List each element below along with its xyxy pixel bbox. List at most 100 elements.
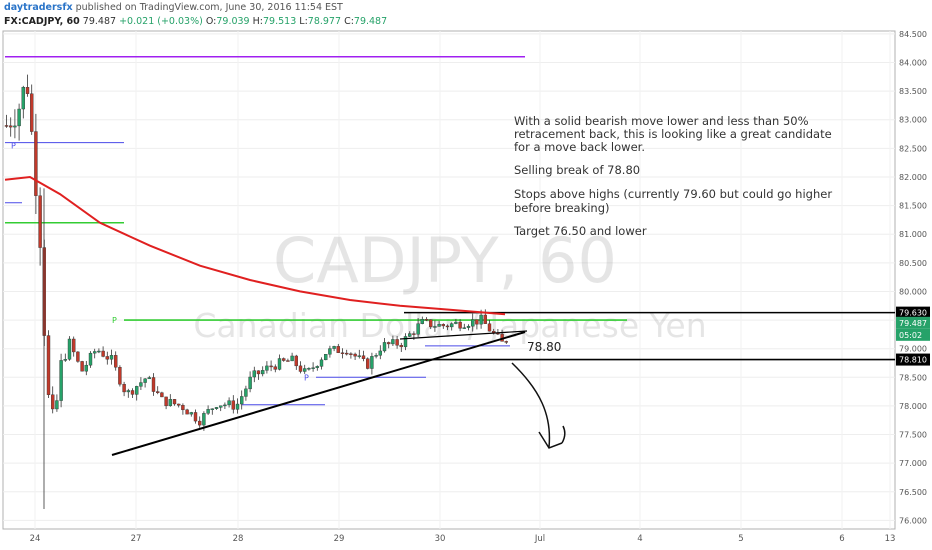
price-label-break: 78.810 bbox=[899, 356, 927, 365]
symbol-label[interactable]: FX:CADJPY, 60 bbox=[4, 16, 80, 27]
price-label-last: 79.487 bbox=[899, 319, 927, 328]
x-tick-label: 27 bbox=[131, 534, 142, 544]
annotation-line-10: Target 76.50 and lower bbox=[513, 224, 647, 238]
price-label-stop: 79.630 bbox=[899, 309, 927, 318]
y-tick-label: 77.500 bbox=[899, 431, 927, 440]
candle-body bbox=[80, 361, 84, 372]
publish-text: published on TradingView.com, June 30, 2… bbox=[75, 2, 343, 13]
candle-body bbox=[294, 355, 298, 367]
candle-body bbox=[445, 325, 450, 328]
watermark-symbol: CADJPY, 60 bbox=[273, 224, 617, 297]
x-tick-label: 30 bbox=[435, 534, 446, 544]
candle-body bbox=[349, 353, 353, 355]
candle-body bbox=[214, 407, 219, 409]
candle-body bbox=[88, 352, 93, 366]
candle-body bbox=[181, 405, 185, 411]
pivot-blue-3-label: P bbox=[304, 373, 309, 382]
candle-body bbox=[126, 390, 131, 393]
candle-body bbox=[193, 412, 198, 422]
candle-body bbox=[319, 359, 324, 367]
candle-body bbox=[416, 323, 420, 335]
candle-body bbox=[248, 376, 252, 390]
y-tick-label: 83.500 bbox=[899, 87, 927, 96]
candle-body bbox=[130, 390, 135, 395]
candle-body bbox=[462, 327, 466, 329]
candle-body bbox=[361, 355, 366, 359]
price-label-last-bg bbox=[896, 316, 930, 329]
candle-body bbox=[210, 408, 215, 410]
annotation-text: With a solid bearish move lower and less… bbox=[513, 114, 832, 238]
candle-body bbox=[483, 314, 487, 324]
price-change: +0.021 (+0.03%) bbox=[119, 16, 203, 27]
candle-body bbox=[256, 370, 261, 375]
y-tick-label: 79.000 bbox=[899, 345, 927, 354]
candle-body bbox=[475, 319, 479, 325]
pivot-levels: P P P bbox=[5, 55, 895, 406]
candle-body bbox=[357, 355, 361, 357]
y-tick-label: 82.000 bbox=[899, 173, 927, 182]
moving-average-line bbox=[4, 175, 506, 316]
author-link[interactable]: daytradersfx bbox=[4, 2, 73, 13]
candle-body bbox=[395, 339, 399, 346]
y-tick-label: 77.000 bbox=[899, 459, 927, 468]
publish-info: daytradersfx published on TradingView.co… bbox=[4, 2, 343, 13]
candle-body bbox=[424, 319, 429, 321]
candles bbox=[4, 74, 508, 509]
candle-body bbox=[378, 350, 382, 356]
candle-body bbox=[92, 351, 97, 354]
candle-body bbox=[139, 382, 143, 387]
break-level-label: 78.80 bbox=[527, 340, 561, 354]
candle-body bbox=[143, 378, 147, 383]
y-tick-label: 76.000 bbox=[899, 516, 927, 525]
candle-body bbox=[265, 365, 269, 371]
candle-body bbox=[118, 367, 122, 385]
x-tick-label: 24 bbox=[30, 534, 41, 544]
y-tick-label: 78.500 bbox=[899, 373, 927, 382]
candle-body bbox=[366, 358, 370, 369]
candle-body bbox=[206, 409, 210, 414]
candle-body bbox=[340, 352, 345, 354]
x-tick-label: 4 bbox=[637, 534, 642, 544]
candle-body bbox=[408, 333, 412, 337]
candle-body bbox=[134, 386, 139, 395]
candle-body bbox=[168, 399, 173, 407]
candle-body bbox=[387, 342, 391, 345]
candle-body bbox=[105, 356, 110, 360]
candle-body bbox=[277, 358, 282, 370]
candle-body bbox=[433, 326, 437, 328]
candle-body bbox=[197, 420, 202, 426]
candle-body bbox=[382, 342, 387, 352]
close-label: C: bbox=[344, 16, 354, 27]
price-label-countdown: 05:02 bbox=[899, 331, 922, 340]
candle-body bbox=[4, 125, 9, 127]
y-tick-label: 83.000 bbox=[899, 116, 927, 125]
grid bbox=[3, 31, 895, 529]
annotation-line-8: before breaking) bbox=[514, 201, 610, 215]
price-label-break-bg bbox=[896, 353, 930, 366]
y-tick-label: 76.500 bbox=[899, 488, 927, 497]
candle-body bbox=[84, 364, 89, 372]
candle-body bbox=[231, 400, 236, 410]
candle-body bbox=[55, 400, 59, 410]
price-label-countdown-bg bbox=[896, 328, 930, 341]
candle-body bbox=[391, 339, 395, 345]
y-tick-label: 78.000 bbox=[899, 402, 927, 411]
candle-body bbox=[164, 396, 168, 407]
candle-body bbox=[429, 319, 433, 328]
candle-body bbox=[113, 355, 118, 368]
high-value: 79.513 bbox=[263, 16, 297, 27]
candle-body bbox=[311, 367, 315, 369]
ohlc-bar: FX:CADJPY, 60 79.487 +0.021 (+0.03%) O:7… bbox=[4, 16, 387, 27]
candle-body bbox=[328, 348, 332, 355]
open-label: O: bbox=[205, 16, 217, 27]
candle-body bbox=[420, 319, 424, 324]
trendline-lower bbox=[111, 331, 526, 456]
candle-body bbox=[67, 338, 72, 360]
candle-body bbox=[282, 358, 286, 361]
candle-body bbox=[370, 356, 374, 369]
annotation-line-7: Stops above highs (currently 79.60 but c… bbox=[514, 187, 832, 201]
pivot-blue-1-label: P bbox=[11, 142, 16, 151]
low-label: L: bbox=[299, 16, 308, 27]
